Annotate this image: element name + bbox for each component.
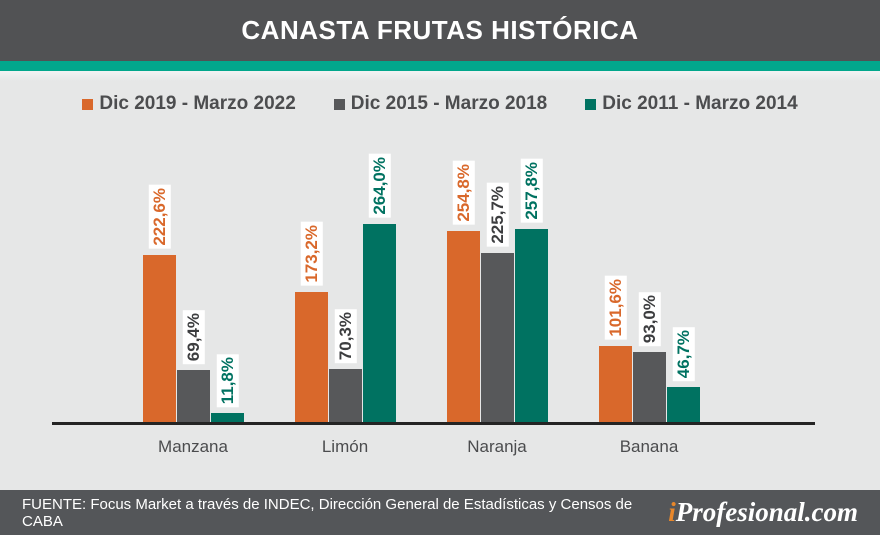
header: CANASTA FRUTAS HISTÓRICA bbox=[0, 0, 880, 61]
value-label: 70,3% bbox=[334, 308, 357, 363]
legend-swatch-icon bbox=[82, 98, 94, 110]
accent-strip bbox=[0, 61, 880, 71]
legend-item: Dic 2015 - Marzo 2018 bbox=[333, 93, 548, 115]
bar-group: 101,6% 93,0% 46,7% bbox=[599, 71, 700, 422]
value-label: 11,8% bbox=[216, 353, 239, 407]
chart-title: CANASTA FRUTAS HISTÓRICA bbox=[241, 15, 639, 45]
legend-swatch-icon bbox=[333, 98, 345, 110]
x-axis-label: Naranja bbox=[467, 437, 527, 456]
x-axis-label: Banana bbox=[619, 437, 679, 456]
value-label: 257,8% bbox=[520, 159, 543, 223]
bar bbox=[329, 369, 362, 422]
bar bbox=[143, 255, 176, 422]
legend-label: Dic 2011 - Marzo 2014 bbox=[602, 93, 798, 114]
footer: FUENTE: Focus Market a través de INDEC, … bbox=[0, 490, 880, 535]
value-label: 173,2% bbox=[300, 222, 323, 286]
brand-rest: Profesional.com bbox=[675, 497, 858, 527]
bar bbox=[177, 370, 210, 422]
legend: Dic 2019 - Marzo 2022 Dic 2015 - Marzo 20… bbox=[0, 93, 880, 115]
bar-group: 173,2% 70,3% 264,0% bbox=[295, 71, 396, 422]
plot: 222,6% 69,4% 11,8% Manzana 173,2% 70,3% 264,0%… bbox=[52, 71, 815, 456]
value-label: 46,7% bbox=[672, 326, 695, 381]
legend-label: Dic 2015 - Marzo 2018 bbox=[350, 93, 548, 114]
legend-label: Dic 2019 - Marzo 2022 bbox=[99, 93, 296, 114]
value-label: 101,6% bbox=[604, 276, 627, 340]
brand-prefix: i bbox=[668, 497, 676, 527]
bar bbox=[633, 352, 666, 422]
value-label: 225,7% bbox=[486, 183, 509, 247]
value-label: 93,0% bbox=[638, 291, 661, 346]
value-label: 264,0% bbox=[368, 154, 391, 218]
bar bbox=[599, 346, 632, 422]
value-label: 69,4% bbox=[182, 309, 205, 364]
source-text: FUENTE: Focus Market a través de INDEC, … bbox=[22, 495, 633, 530]
x-axis-label: Manzana bbox=[158, 437, 228, 456]
legend-swatch-icon bbox=[585, 98, 597, 110]
bar-group: 254,8% 225,7% 257,8% bbox=[447, 71, 548, 422]
bar bbox=[295, 292, 328, 422]
bar bbox=[447, 231, 480, 422]
bar bbox=[363, 224, 396, 422]
brand-logo: iProfesional.com bbox=[668, 499, 858, 526]
x-axis-label: Limón bbox=[321, 437, 369, 456]
bar bbox=[515, 229, 548, 422]
legend-item: Dic 2019 - Marzo 2022 bbox=[82, 93, 296, 115]
bar bbox=[481, 253, 514, 422]
bar bbox=[211, 413, 244, 422]
bar bbox=[667, 387, 700, 422]
bar-group: 222,6% 69,4% 11,8% bbox=[143, 71, 244, 422]
value-label: 254,8% bbox=[452, 161, 475, 225]
chart-area: Dic 2019 - Marzo 2022 Dic 2015 - Marzo 20… bbox=[0, 71, 880, 490]
value-label: 222,6% bbox=[148, 185, 171, 249]
legend-item: Dic 2011 - Marzo 2014 bbox=[585, 93, 798, 115]
